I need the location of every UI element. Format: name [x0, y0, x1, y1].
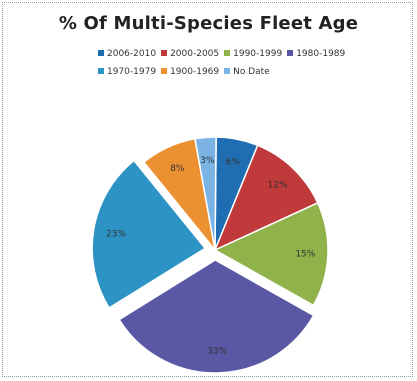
legend-label: 1900-1969	[170, 67, 220, 77]
legend-label: 1990-1999	[233, 49, 283, 59]
legend-label: 2000-2005	[170, 49, 220, 59]
legend-swatch	[224, 50, 231, 56]
slice-data-label: 3%	[200, 156, 215, 166]
pie-slice-1990-1999	[213, 201, 329, 307]
pie-slice-1970-1979	[91, 159, 207, 309]
legend-label: No Date	[233, 67, 270, 77]
chart-legend: 2006-2010 2000-2005 1990-1999 1980-1989 1970…	[98, 45, 398, 81]
legend-swatch	[224, 68, 231, 74]
pie-slice-2000-2005	[213, 144, 319, 252]
legend-swatch	[287, 50, 294, 56]
legend-item: No Date	[224, 63, 270, 81]
slice-data-label: 33%	[207, 346, 227, 356]
legend-swatch	[98, 68, 104, 74]
legend-item: 1900-1969	[161, 63, 219, 81]
slice-data-label: 6%	[226, 157, 241, 167]
legend-label: 1970-1979	[107, 67, 157, 77]
slice-data-label: 12%	[268, 181, 288, 191]
pie-slice-1980-1989	[118, 259, 315, 374]
legend-item: 2006-2010	[98, 45, 156, 63]
slice-data-label: 8%	[170, 164, 185, 174]
legend-item: 2000-2005	[161, 45, 219, 63]
slice-data-label: 15%	[295, 250, 315, 260]
legend-item: 1990-1999	[224, 45, 282, 63]
legend-item: 1970-1979	[98, 63, 156, 81]
legend-swatch	[161, 50, 168, 56]
legend-label: 2006-2010	[107, 49, 157, 59]
legend-label: 1980-1989	[296, 49, 346, 59]
chart-title: % Of Multi-Species Fleet Age	[58, 13, 359, 34]
legend-item: 1980-1989	[287, 45, 345, 63]
pie-slice-no-date	[194, 136, 217, 251]
slice-data-label: 23%	[106, 229, 126, 239]
legend-swatch	[98, 50, 104, 56]
legend-swatch	[161, 68, 168, 74]
